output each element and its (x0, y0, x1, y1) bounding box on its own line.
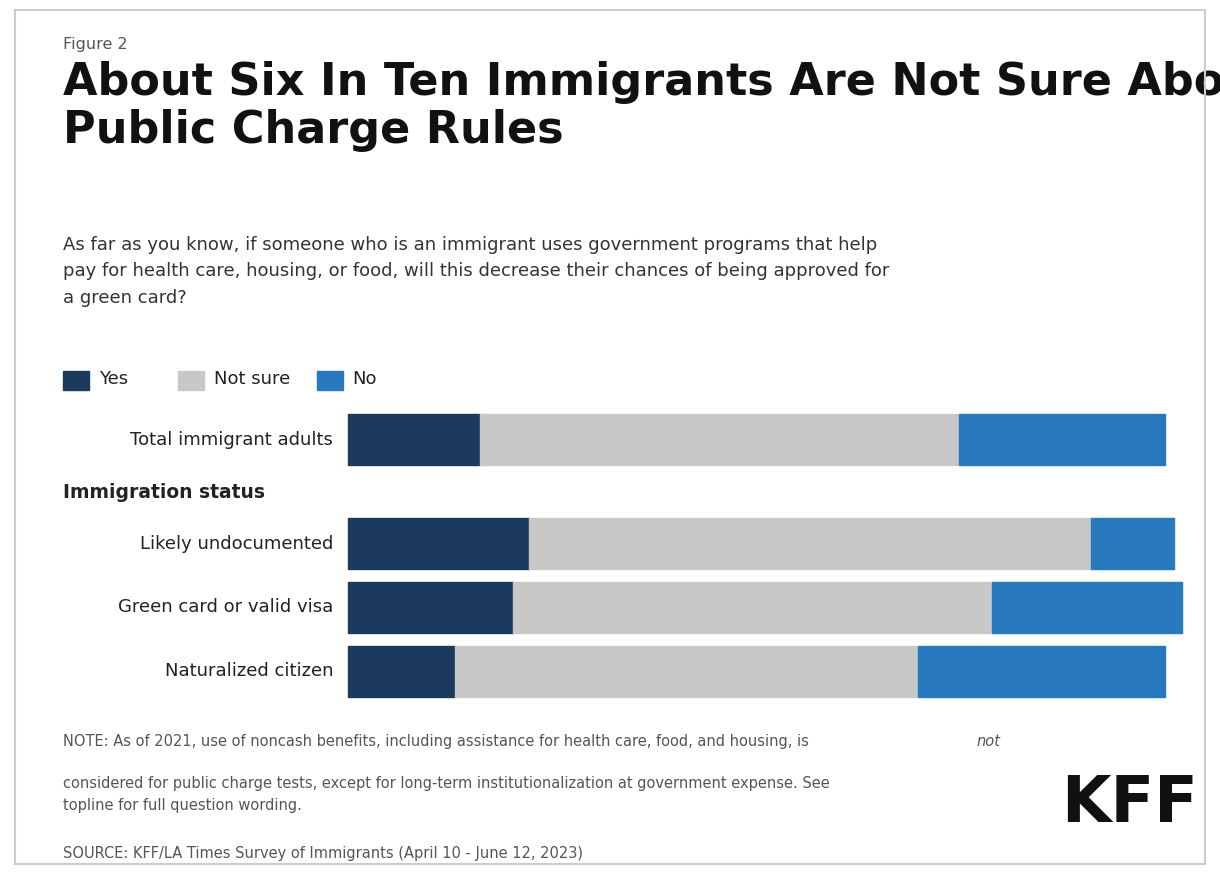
Bar (529, 518, 1091, 569)
Bar (1091, 518, 1174, 569)
Bar (317, 371, 343, 390)
Text: Green card or valid visa: Green card or valid visa (118, 599, 333, 616)
Text: 30%: 30% (1020, 662, 1063, 680)
Text: As far as you know, if someone who is an immigrant uses government programs that: As far as you know, if someone who is an… (63, 236, 889, 307)
Bar (917, 646, 1165, 697)
Text: 58%: 58% (732, 599, 772, 616)
Bar (348, 518, 529, 569)
Bar (348, 646, 455, 697)
Text: 16%: 16% (392, 431, 436, 448)
Bar (63, 371, 89, 390)
Bar (479, 414, 959, 465)
Text: Likely undocumented: Likely undocumented (139, 535, 333, 552)
Text: 20%: 20% (409, 599, 451, 616)
Text: KFF: KFF (1061, 773, 1198, 836)
Text: 25%: 25% (1041, 431, 1083, 448)
Text: SOURCE: KFF/LA Times Survey of Immigrants (April 10 - June 12, 2023): SOURCE: KFF/LA Times Survey of Immigrant… (63, 846, 583, 861)
Bar (455, 646, 917, 697)
Text: No: No (353, 371, 377, 388)
Text: Figure 2: Figure 2 (63, 37, 128, 52)
Text: About Six In Ten Immigrants Are Not Sure About
Public Charge Rules: About Six In Ten Immigrants Are Not Sure… (63, 61, 1220, 152)
Text: 13%: 13% (379, 662, 423, 680)
Text: 10%: 10% (1110, 535, 1154, 552)
Bar (512, 582, 992, 633)
Bar (348, 414, 479, 465)
Text: Yes: Yes (99, 371, 128, 388)
Bar (178, 371, 204, 390)
Text: 22%: 22% (417, 535, 460, 552)
Text: considered for public charge tests, except for long-term institutionalization at: considered for public charge tests, exce… (63, 776, 830, 813)
Text: Naturalized citizen: Naturalized citizen (165, 662, 333, 680)
Text: 23%: 23% (1065, 599, 1109, 616)
Text: 68%: 68% (791, 535, 830, 552)
Text: Total immigrant adults: Total immigrant adults (131, 431, 333, 448)
Text: 58%: 58% (699, 431, 739, 448)
Bar (348, 582, 512, 633)
Text: not: not (976, 734, 1000, 749)
Bar (959, 414, 1165, 465)
Bar (992, 582, 1182, 633)
Text: NOTE: As of 2021, use of noncash benefits, including assistance for health care,: NOTE: As of 2021, use of noncash benefit… (63, 734, 814, 749)
Text: Not sure: Not sure (214, 371, 290, 388)
Text: 56%: 56% (666, 662, 706, 680)
Text: Immigration status: Immigration status (63, 483, 266, 503)
